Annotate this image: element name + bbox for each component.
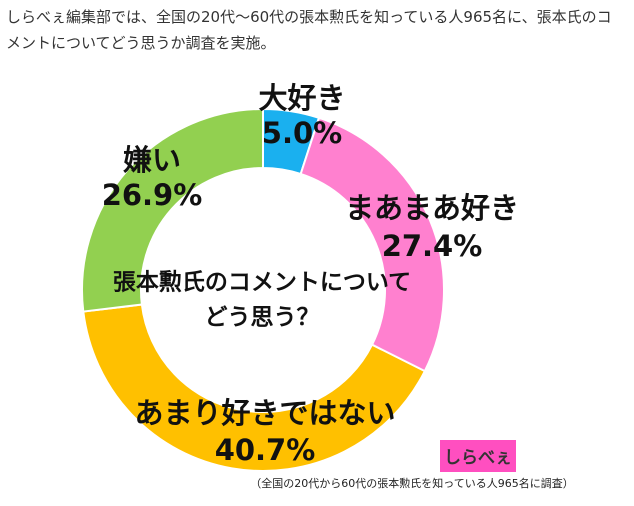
note: （全国の20代から60代の張本勲氏を知っている人965名に調査） [250,476,573,490]
donut-segment [82,303,427,472]
value-label: 40.7% [215,433,316,467]
value-label: 5.0% [262,116,342,150]
center-title: 張本勲氏のコメントについて [113,270,411,296]
donut-segment [299,116,445,373]
value-label: 27.4% [382,229,483,263]
center-title: どう思う？ [205,305,320,331]
segment-label: あまり好きではない [134,396,395,430]
segment-label: 嫌い [123,143,181,177]
logo: しらべぇ [444,448,512,468]
donut-segment [81,107,264,313]
segment-label: 大好き [258,81,345,115]
logo-box [440,440,516,472]
segment-label: まあまあ好き [345,191,519,225]
intro: しらべぇ編集部では、全国の20代～60代の張本勲氏を知っている人965名に、張本… [6,8,612,52]
value-label: 26.9% [102,178,203,212]
